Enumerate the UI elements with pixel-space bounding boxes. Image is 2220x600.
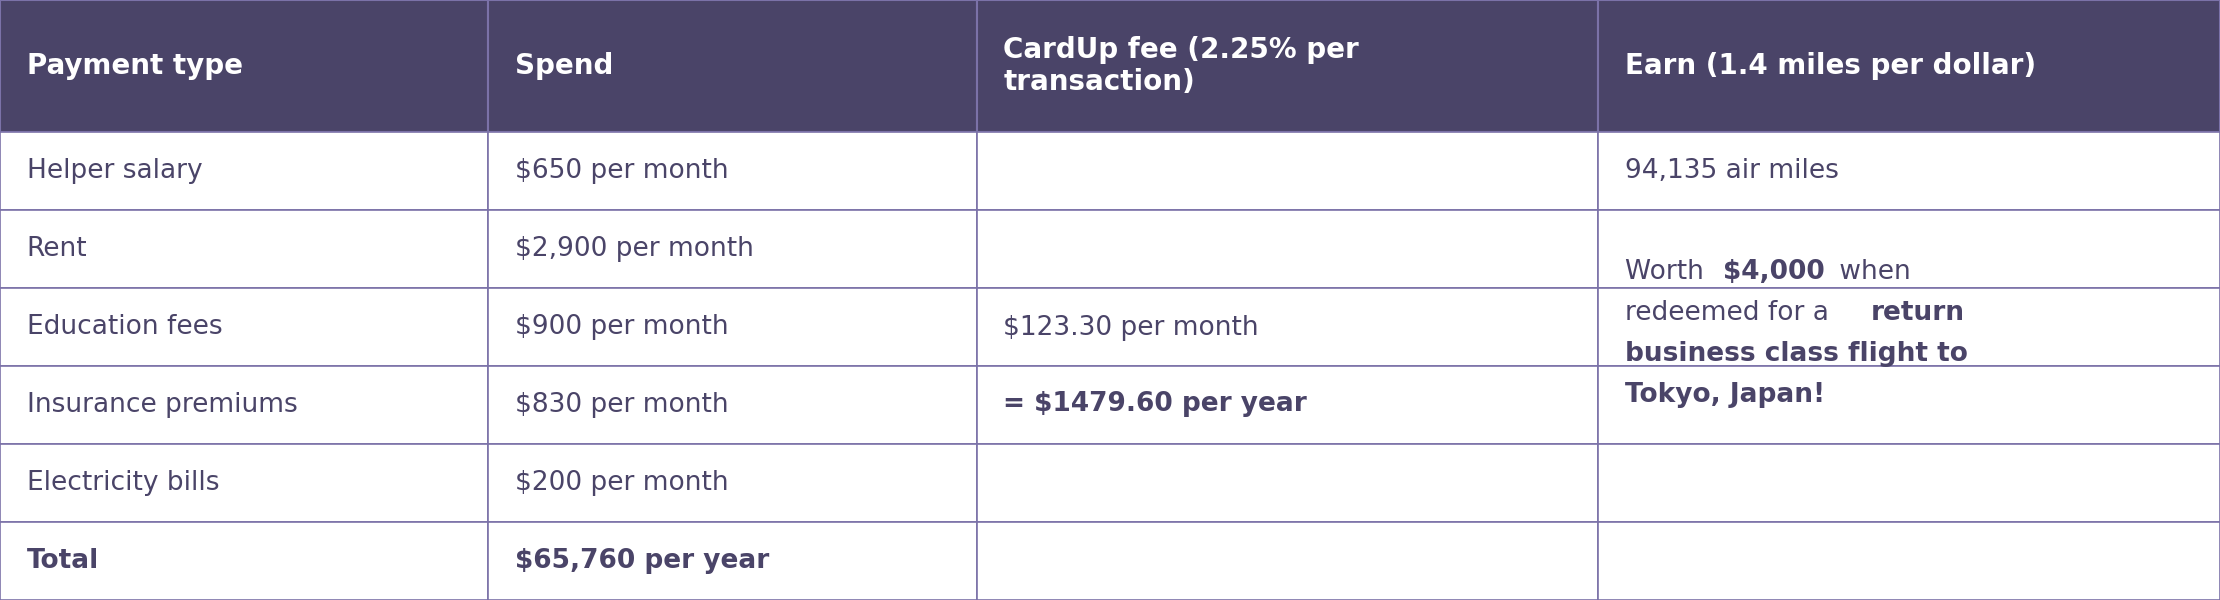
Text: Rent: Rent: [27, 236, 87, 262]
Bar: [1598, 522, 2220, 600]
Bar: [1598, 210, 2220, 288]
Bar: [977, 132, 1598, 210]
Bar: [0, 366, 488, 444]
Text: $65,760 per year: $65,760 per year: [515, 548, 770, 574]
Text: Education fees: Education fees: [27, 314, 222, 340]
Text: $200 per month: $200 per month: [515, 470, 728, 496]
Text: return: return: [1871, 301, 1965, 326]
Text: Electricity bills: Electricity bills: [27, 470, 220, 496]
Text: $123.30 per month: $123.30 per month: [1003, 315, 1259, 341]
Text: Helper salary: Helper salary: [27, 158, 202, 184]
Text: $2,900 per month: $2,900 per month: [515, 236, 755, 262]
Bar: [488, 210, 977, 288]
Text: Earn (1.4 miles per dollar): Earn (1.4 miles per dollar): [1625, 52, 2036, 80]
Text: $650 per month: $650 per month: [515, 158, 728, 184]
Bar: [0, 522, 488, 600]
Text: Total: Total: [27, 548, 100, 574]
Text: when: when: [1832, 259, 1911, 286]
Bar: [488, 366, 977, 444]
Text: = $1479.60 per year: = $1479.60 per year: [1003, 391, 1308, 417]
Text: $900 per month: $900 per month: [515, 314, 728, 340]
Text: Payment type: Payment type: [27, 52, 242, 80]
Bar: [488, 288, 977, 366]
Bar: [977, 444, 1598, 522]
Bar: [488, 132, 977, 210]
Bar: [488, 444, 977, 522]
Bar: [1598, 366, 2220, 444]
Text: $830 per month: $830 per month: [515, 392, 728, 418]
Text: Tokyo, Japan!: Tokyo, Japan!: [1625, 382, 1825, 408]
Bar: [977, 288, 1598, 366]
Text: redeemed for a: redeemed for a: [1625, 301, 1838, 326]
Bar: [977, 522, 1598, 600]
Text: Worth: Worth: [1625, 259, 1712, 286]
Bar: [0, 288, 488, 366]
Bar: [0, 132, 488, 210]
Bar: [1598, 0, 2220, 132]
Text: Spend: Spend: [515, 52, 613, 80]
Text: CardUp fee (2.25% per
transaction): CardUp fee (2.25% per transaction): [1003, 36, 1359, 96]
Bar: [488, 0, 977, 132]
Bar: [977, 210, 1598, 288]
Bar: [0, 210, 488, 288]
Bar: [1598, 444, 2220, 522]
Bar: [977, 0, 1598, 132]
Bar: [977, 366, 1598, 444]
Bar: [1598, 132, 2220, 210]
Bar: [0, 444, 488, 522]
Text: business class flight to: business class flight to: [1625, 341, 1967, 367]
Bar: [0, 0, 488, 132]
Text: $4,000: $4,000: [1723, 259, 1825, 286]
Bar: [488, 522, 977, 600]
Bar: [1598, 288, 2220, 366]
Text: 94,135 air miles: 94,135 air miles: [1625, 158, 1838, 184]
Text: Insurance premiums: Insurance premiums: [27, 392, 297, 418]
